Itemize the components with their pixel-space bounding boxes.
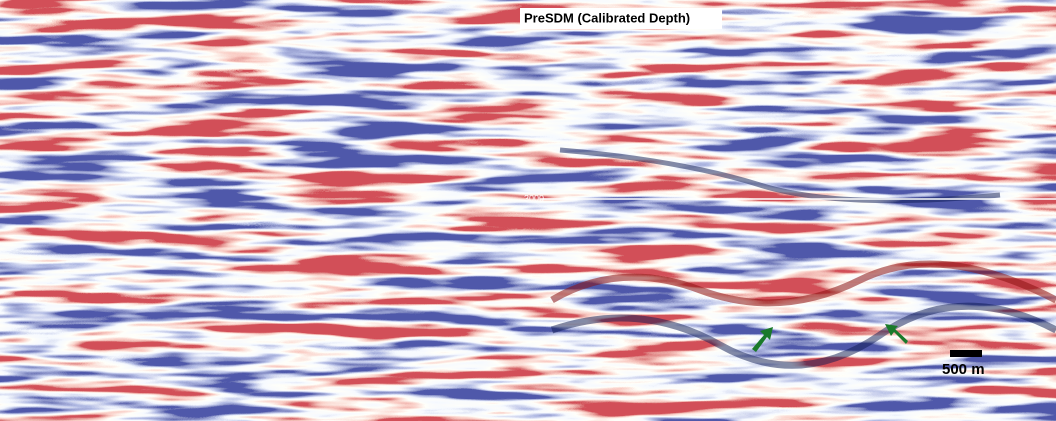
title-box <box>7 7 119 32</box>
reflector <box>550 260 1056 307</box>
reflector <box>38 276 515 342</box>
scale-bar <box>411 350 443 357</box>
scale-label: 500 m <box>403 361 446 378</box>
title-box <box>520 8 722 29</box>
depth-axis <box>8 8 38 421</box>
depth-tick-label: 2000 <box>14 89 34 99</box>
depth-tick-label: 2500 <box>14 327 34 337</box>
arrow <box>752 327 773 352</box>
reflector <box>559 147 1001 204</box>
depth-axis <box>520 8 550 421</box>
panel-title: PreSDM (Calibrated Depth) <box>524 10 690 25</box>
seismic-section <box>38 8 512 421</box>
depth-tick-label: 3000 <box>524 193 544 203</box>
panel-title: PreSTM (Time) <box>13 11 104 26</box>
arrow <box>353 300 376 320</box>
reflector <box>38 269 514 316</box>
arrow <box>226 302 247 327</box>
seismic-section <box>550 8 1056 421</box>
reflector <box>550 302 1056 369</box>
left-panel: 2000 2500 500 m PreSTM (Time) <box>7 7 515 421</box>
arrow <box>885 324 908 344</box>
reflector <box>149 163 513 200</box>
scale-bar <box>950 350 982 357</box>
right-panel: 3000 500 m PreSDM (Calibrated Depth) <box>520 8 1056 421</box>
scale-label: 500 m <box>942 361 985 378</box>
